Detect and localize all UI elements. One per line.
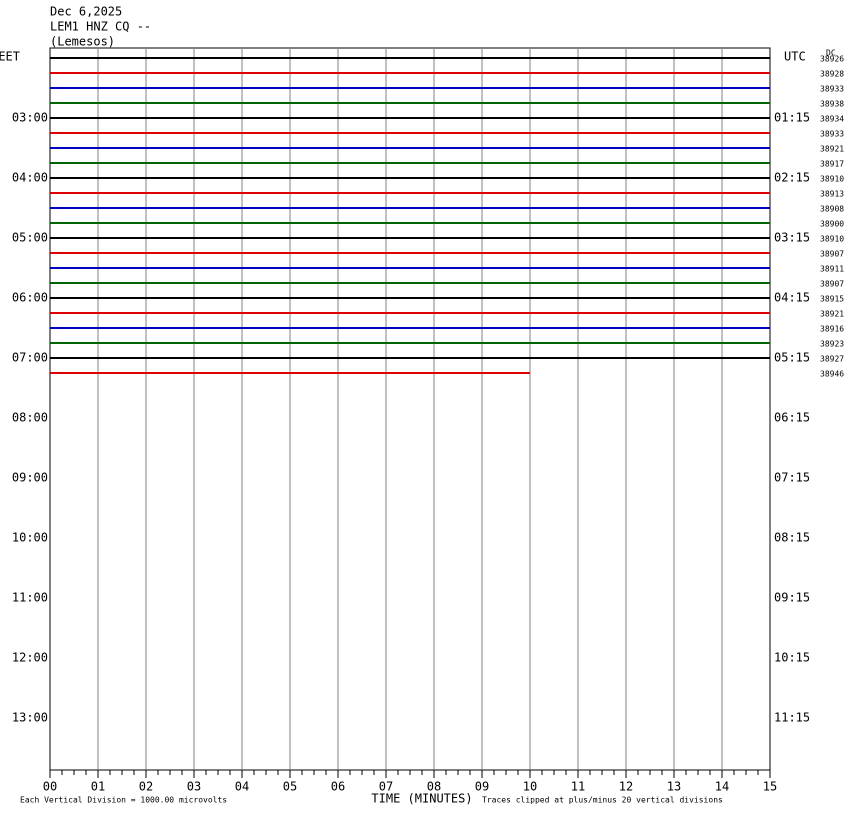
left-time-label: 08:00 xyxy=(12,411,48,425)
x-tick-label: 00 xyxy=(43,780,57,794)
left-time-label: 13:00 xyxy=(12,711,48,725)
x-tick-label: 08 xyxy=(427,780,441,794)
x-tick-label: 05 xyxy=(283,780,297,794)
header-line: LEM1 HNZ CQ -- xyxy=(50,20,151,34)
x-tick-label: 06 xyxy=(331,780,345,794)
scale-note: Each Vertical Division = 1000.00 microvo… xyxy=(20,796,227,805)
trace-label: 38946 xyxy=(820,370,844,379)
right-time-label: 07:15 xyxy=(774,471,810,485)
right-time-label: 11:15 xyxy=(774,711,810,725)
right-time-label: 06:15 xyxy=(774,411,810,425)
x-tick-label: 07 xyxy=(379,780,393,794)
trace-label: 38915 xyxy=(820,295,844,304)
left-time-label: 07:00 xyxy=(12,351,48,365)
x-tick-label: 09 xyxy=(475,780,489,794)
x-tick-label: 13 xyxy=(667,780,681,794)
x-tick-label: 10 xyxy=(523,780,537,794)
trace-label: 38916 xyxy=(820,325,844,334)
trace-label: 38926 xyxy=(820,55,844,64)
trace-label: 38913 xyxy=(820,190,844,199)
trace-label: 38908 xyxy=(820,205,844,214)
x-tick-label: 12 xyxy=(619,780,633,794)
left-time-label: 11:00 xyxy=(12,591,48,605)
trace-label: 38921 xyxy=(820,145,844,154)
trace-label: 38911 xyxy=(820,265,844,274)
right-time-label: 10:15 xyxy=(774,651,810,665)
right-axis-title: UTC xyxy=(784,50,806,64)
x-tick-label: 14 xyxy=(715,780,729,794)
corner-label: DC xyxy=(826,49,836,58)
x-tick-label: 03 xyxy=(187,780,201,794)
right-time-label: 05:15 xyxy=(774,351,810,365)
trace-label: 38900 xyxy=(820,220,844,229)
left-time-label: 06:00 xyxy=(12,291,48,305)
trace-label: 38910 xyxy=(820,175,844,184)
right-time-label: 08:15 xyxy=(774,531,810,545)
trace-label: 38923 xyxy=(820,340,844,349)
trace-label: 38907 xyxy=(820,280,844,289)
x-tick-label: 11 xyxy=(571,780,585,794)
trace-label: 38933 xyxy=(820,85,844,94)
left-time-label: 10:00 xyxy=(12,531,48,545)
x-axis-title: TIME (MINUTES) xyxy=(371,792,472,806)
left-time-label: 12:00 xyxy=(12,651,48,665)
x-tick-label: 04 xyxy=(235,780,249,794)
x-tick-label: 15 xyxy=(763,780,777,794)
trace-label: 38933 xyxy=(820,130,844,139)
header-line: (Lemesos) xyxy=(50,35,115,49)
trace-label: 38927 xyxy=(820,355,844,364)
trace-label: 38928 xyxy=(820,70,844,79)
left-time-label: 03:00 xyxy=(12,111,48,125)
left-time-label: 05:00 xyxy=(12,231,48,245)
right-time-label: 04:15 xyxy=(774,291,810,305)
right-time-label: 03:15 xyxy=(774,231,810,245)
left-time-label: 09:00 xyxy=(12,471,48,485)
right-time-label: 02:15 xyxy=(774,171,810,185)
x-tick-label: 01 xyxy=(91,780,105,794)
trace-label: 38907 xyxy=(820,250,844,259)
header-line: Dec 6,2025 xyxy=(50,5,122,19)
trace-label: 38917 xyxy=(820,160,844,169)
left-axis-title: EET xyxy=(0,50,20,64)
trace-label: 38934 xyxy=(820,115,844,124)
right-time-label: 01:15 xyxy=(774,111,810,125)
x-tick-label: 02 xyxy=(139,780,153,794)
right-time-label: 09:15 xyxy=(774,591,810,605)
plot-frame xyxy=(49,47,771,771)
trace-label: 38910 xyxy=(820,235,844,244)
left-time-label: 04:00 xyxy=(12,171,48,185)
trace-label: 38921 xyxy=(820,310,844,319)
trace-label: 38938 xyxy=(820,100,844,109)
clip-note: Traces clipped at plus/minus 20 vertical… xyxy=(482,796,723,805)
